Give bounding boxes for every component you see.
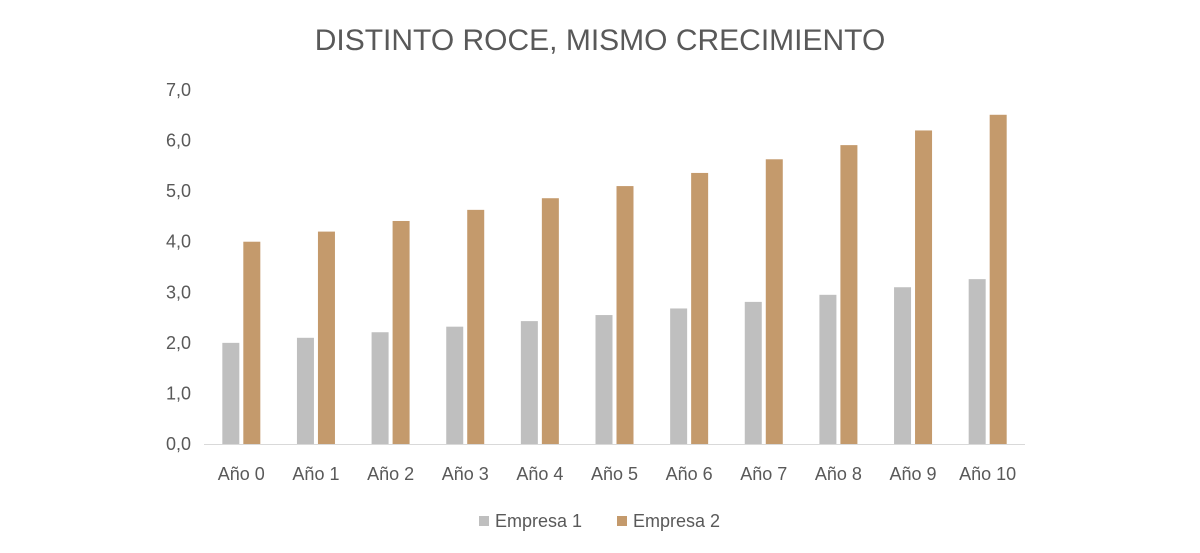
bar-1-2: [371, 332, 389, 444]
legend: Empresa 1 Empresa 2: [479, 511, 720, 531]
bar-2-2: [392, 220, 410, 444]
bar-1-3: [446, 326, 464, 444]
bar-1-4: [520, 321, 538, 444]
x-tick-label: Año 7: [740, 464, 787, 484]
bar-1-8: [819, 294, 837, 444]
bar-2-1: [317, 231, 335, 444]
x-tick-label: Año 10: [959, 464, 1016, 484]
bar-2-0: [243, 241, 261, 444]
chart-title: DISTINTO ROCE, MISMO CRECIMIENTO: [315, 24, 886, 57]
bars: [222, 114, 1007, 445]
bar-2-3: [467, 209, 485, 444]
x-axis: Año 0 Año 1 Año 2 Año 3 Año 4 Año 5 Año 6 Año 7…: [204, 444, 1025, 484]
bar-1-6: [670, 308, 688, 444]
x-tick-label: Año 2: [367, 464, 414, 484]
x-tick-label: Año 3: [442, 464, 489, 484]
legend-swatch: [479, 516, 489, 526]
bar-1-5: [595, 315, 613, 444]
legend-swatch: [617, 516, 627, 526]
x-tick-label: Año 1: [292, 464, 339, 484]
bar-2-4: [541, 198, 559, 444]
legend-label: Empresa 2: [633, 511, 720, 531]
y-tick-label: 6,0: [166, 131, 191, 151]
y-tick-label: 7,0: [166, 80, 191, 100]
x-tick-label: Año 6: [666, 464, 713, 484]
bar-1-9: [894, 287, 912, 444]
bar-2-7: [765, 159, 783, 445]
bar-2-9: [915, 130, 933, 444]
bar-2-6: [691, 172, 709, 445]
bar-1-10: [968, 279, 986, 444]
y-tick-label: 3,0: [166, 282, 191, 302]
y-tick-label: 5,0: [166, 181, 191, 201]
x-tick-label: Año 4: [516, 464, 563, 484]
bar-2-5: [616, 186, 634, 445]
bar-1-7: [744, 301, 762, 444]
y-tick-label: 0,0: [166, 434, 191, 454]
x-tick-label: Año 8: [815, 464, 862, 484]
x-tick-label: Año 9: [890, 464, 937, 484]
bar-2-10: [989, 114, 1007, 444]
legend-label: Empresa 1: [495, 511, 582, 531]
y-tick-label: 1,0: [166, 383, 191, 403]
bar-1-1: [296, 337, 314, 444]
bar-1-0: [222, 342, 240, 444]
y-axis: 0,0 1,0 2,0 3,0 4,0 5,0 6,0 7,0: [166, 80, 191, 454]
y-tick-label: 4,0: [166, 232, 191, 252]
x-tick-label: Año 0: [218, 464, 265, 484]
bar-2-8: [840, 145, 858, 444]
y-tick-label: 2,0: [166, 333, 191, 353]
x-tick-label: Año 5: [591, 464, 638, 484]
